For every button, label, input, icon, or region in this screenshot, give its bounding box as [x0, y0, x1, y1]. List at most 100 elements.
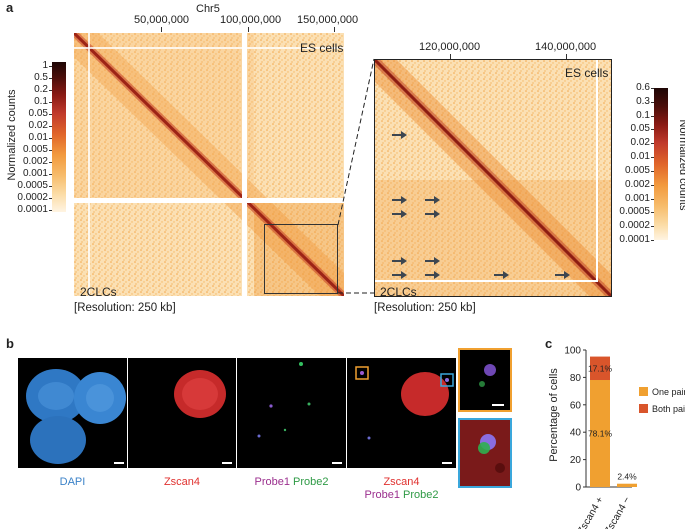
data-label: 78.1%	[588, 429, 613, 439]
colorbar-tick-label: 0.0005	[17, 180, 48, 191]
tick-mark	[334, 27, 335, 32]
legend-swatch	[639, 404, 648, 413]
zoom-tick-120m: 120,000,000	[419, 41, 481, 53]
colorbar-tick	[49, 150, 52, 151]
y-tick-label: 20	[570, 455, 582, 466]
probe1-label: Probe1	[254, 476, 290, 488]
channel-label-merge-probes: Probe1 Probe2	[347, 489, 456, 501]
bar-segment	[590, 380, 610, 487]
chromosome-label: Chr5	[196, 3, 220, 15]
hic-zoom-svg	[375, 60, 611, 296]
zoom-region-box[interactable]	[264, 224, 338, 294]
colorbar-tick	[651, 170, 654, 172]
colorbar-tick-label: 0.0001	[619, 234, 650, 245]
colorbar-tick	[651, 184, 654, 186]
colorbar-tick	[49, 114, 52, 115]
colorbar-tick-label: 0.05	[630, 123, 650, 135]
colorbar-tick	[651, 143, 654, 145]
right-colorbar-title: Normalized counts	[677, 119, 685, 211]
colorbar-tick-label: 0.001	[22, 168, 48, 179]
y-tick-label: 80	[570, 373, 582, 384]
panel-a-letter: a	[6, 0, 14, 15]
colorbar-tick	[49, 66, 52, 67]
y-tick-label: 100	[564, 346, 581, 357]
tick-mark	[248, 27, 249, 32]
channel-label-merge-zscan4: Zscan4	[383, 476, 420, 488]
loop-arrow-icon	[425, 267, 441, 285]
colorbar-tick-label: 0.02	[630, 137, 650, 149]
tick-mark	[566, 54, 567, 59]
data-label: 17.1%	[588, 363, 613, 373]
legend-label: Both pairs	[652, 404, 685, 414]
top-tick-100m: 100,000,000	[220, 14, 282, 26]
colorbar-tick-label: 0.0001	[17, 204, 48, 215]
colorbar-tick	[49, 198, 52, 199]
loop-arrow-icon	[425, 192, 441, 210]
colorbar-tick	[651, 101, 654, 103]
colorbar-tick-label: 0.02	[28, 120, 48, 131]
colorbar-tick	[651, 157, 654, 159]
colorbar-tick-label: 0.05	[28, 108, 48, 119]
colorbar-tick-label: 0.002	[624, 178, 650, 190]
colorbar-tick-label: 0.001	[624, 192, 650, 204]
merge-probe2-label: Probe2	[403, 489, 439, 501]
inset-blue[interactable]	[458, 418, 512, 488]
loop-arrow-icon	[555, 267, 571, 285]
tick-mark	[450, 54, 451, 59]
colorbar-tick-label: 0.3	[636, 95, 650, 107]
colorbar-tick-label: 0.0005	[619, 206, 650, 218]
top-tick-50m: 50,000,000	[134, 14, 190, 26]
left-colorbar	[52, 62, 66, 212]
legend-swatch	[639, 387, 648, 396]
colorbar-tick	[651, 226, 654, 228]
resolution-right: [Resolution: 250 kb]	[374, 302, 476, 314]
resolution-left: [Resolution: 250 kb]	[74, 302, 176, 314]
colorbar-tick	[651, 129, 654, 131]
micrograph-dapi	[18, 358, 127, 468]
zoom-es-cells-label: ES cells	[565, 66, 609, 80]
top-tick-150m: 150,000,000	[297, 14, 359, 26]
colorbar-tick-label: 0.01	[28, 132, 48, 143]
y-tick-label: 40	[570, 428, 582, 439]
loop-arrow-icon	[392, 192, 408, 210]
stacked-bar-chart: 0 20 40 60 80 100 Zscan4 +Zscan4 − 78.1% 17.1% 2.…	[564, 346, 685, 529]
loop-arrow-icon	[392, 206, 408, 224]
colorbar-tick	[49, 102, 52, 103]
merge-probe1-label: Probe1	[364, 489, 400, 501]
inset-orange[interactable]	[458, 348, 512, 412]
colorbar-tick	[49, 162, 52, 163]
colorbar-tick-label: 0.01	[630, 151, 650, 163]
colorbar-tick-label: 0.6	[636, 82, 650, 93]
colorbar-tick-label: 0.0002	[619, 220, 650, 232]
micrograph-merge	[347, 358, 456, 468]
zoom-tick-140m: 140,000,000	[535, 41, 597, 53]
colorbar-tick-label: 0.005	[22, 144, 48, 155]
colorbar-tick	[651, 198, 654, 200]
panel-c-letter: c	[545, 336, 553, 351]
colorbar-tick	[49, 126, 52, 127]
zoom-connector-lines	[337, 58, 375, 294]
colorbar-tick-label: 0.002	[22, 156, 48, 167]
loop-arrow-icon	[392, 253, 408, 271]
colorbar-tick	[49, 90, 52, 91]
right-colorbar	[654, 88, 668, 240]
loop-arrow-icon	[425, 253, 441, 271]
colorbar-tick	[49, 186, 52, 187]
colorbar-tick	[651, 115, 654, 117]
es-cells-label: ES cells	[300, 41, 344, 55]
bar-segment	[590, 356, 610, 381]
x-tick-label: Zscan4 +	[576, 495, 606, 529]
legend-label: One pair	[652, 387, 685, 397]
colorbar-tick-label: 0.1	[34, 96, 48, 107]
colorbar-tick	[651, 212, 654, 214]
colorbar-tick-label: 1	[42, 60, 48, 71]
probe2-label: Probe2	[293, 476, 329, 488]
colorbar-tick	[651, 240, 654, 241]
y-tick-label: 0	[575, 483, 581, 494]
loop-arrow-icon	[494, 267, 510, 285]
channel-label-probes: Probe1 Probe2	[237, 476, 346, 488]
data-label: 2.4%	[617, 472, 637, 482]
colorbar-tick	[49, 210, 52, 211]
loop-arrow-icon	[392, 127, 408, 145]
hic-heatmap-svg	[74, 33, 344, 296]
